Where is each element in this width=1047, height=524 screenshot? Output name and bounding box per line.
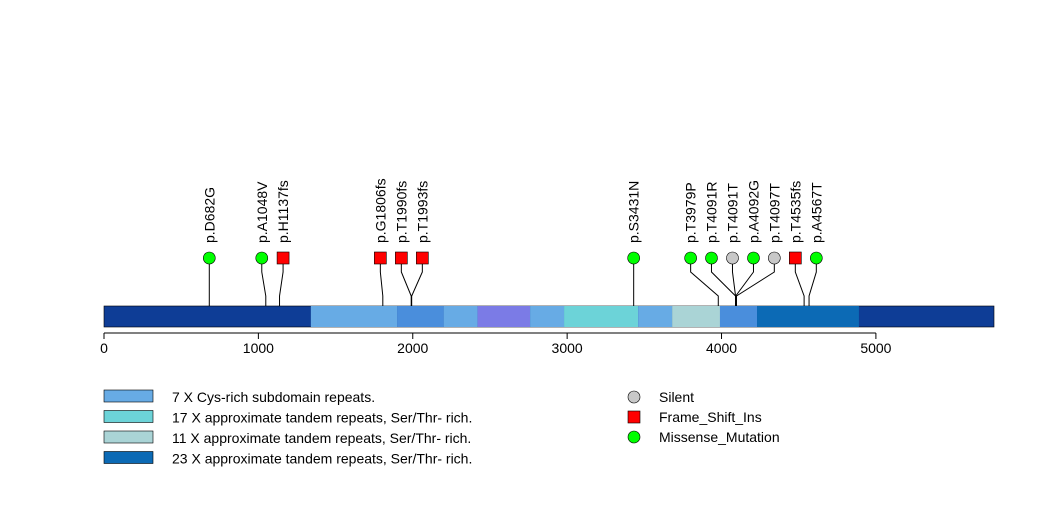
mutation-marker-missense xyxy=(627,251,640,265)
mutation-stem xyxy=(411,258,423,306)
mutation-label: p.S3431N xyxy=(626,181,642,243)
domain-legend-label: 11 X approximate tandem repeats, Ser/Thr… xyxy=(172,430,471,446)
mutation-stem xyxy=(731,258,737,306)
domain-segment xyxy=(564,306,639,327)
domain-segment xyxy=(757,306,859,327)
legend-missense-marker xyxy=(627,430,641,444)
mutation-marker-silent xyxy=(768,251,781,265)
mutation-label: p.T3979P xyxy=(683,182,699,243)
mutation-stem xyxy=(794,258,805,306)
mutation-label: p.T1990fs xyxy=(393,181,409,243)
mutation-marker-missense xyxy=(255,251,269,265)
domain-segment xyxy=(477,306,531,327)
axis-tick-label: 3000 xyxy=(552,340,583,356)
mutation-label: p.H1137fs xyxy=(275,180,291,243)
mutation-stem xyxy=(261,258,267,306)
protein-domains xyxy=(103,305,995,328)
mutation-marker-frameshift xyxy=(374,251,387,265)
domain-segment xyxy=(719,306,758,327)
mutation-label: p.A1048V xyxy=(254,181,270,243)
mutation-marker-silent xyxy=(726,251,739,265)
mutation-label: p.T4091R xyxy=(703,182,719,243)
domain-legend: 7 X Cys-rich subdomain repeats. 17 X appr… xyxy=(103,389,472,467)
domain-segment xyxy=(530,306,565,327)
legend-frameshift-marker xyxy=(627,410,641,424)
mutation-stem xyxy=(690,258,719,306)
mutation-label: p.T4097T xyxy=(766,183,782,243)
domain-segment xyxy=(638,306,673,327)
mutation-type-legend-label: Silent xyxy=(659,389,694,405)
domain-legend-label: 23 X approximate tandem repeats, Ser/Thr… xyxy=(172,451,472,467)
mutation-marker-frameshift xyxy=(789,251,802,265)
mutation-type-legend-label: Missense_Mutation xyxy=(659,429,780,445)
mutation-label: p.G1806fs xyxy=(372,178,388,243)
axis-tick-label: 0 xyxy=(100,340,108,356)
mutation-stem xyxy=(379,258,384,306)
mutation-stem xyxy=(710,258,737,306)
mutation-stem xyxy=(400,258,412,306)
mutation-marker-missense xyxy=(202,251,216,265)
mutation-marker-frameshift xyxy=(395,251,408,265)
mutation-label: p.A4092G xyxy=(745,180,761,243)
domain-segment xyxy=(443,306,478,327)
domain-legend-swatch xyxy=(103,451,154,464)
mutation-stem xyxy=(735,258,775,306)
mutation-label: p.D682G xyxy=(201,187,217,243)
mutation-label: p.T4535fs xyxy=(787,181,803,243)
mutations: p.D682G p.A1048V p.H1137fs p.G1806fs p.T1990… xyxy=(201,178,824,306)
domain-legend-swatch xyxy=(103,389,154,403)
domain-legend-label: 7 X Cys-rich subdomain repeats. xyxy=(172,389,375,405)
x-axis: 0 1000 2000 3000 4000 5000 xyxy=(100,332,892,356)
domain-segment xyxy=(672,306,720,327)
domain-segment xyxy=(397,306,444,327)
legend-silent-marker xyxy=(627,390,641,404)
domain-legend-swatch xyxy=(103,410,154,423)
mutation-label: p.A4567T xyxy=(808,182,824,243)
axis-tick-label: 2000 xyxy=(397,340,428,356)
mutation-label: p.T4091T xyxy=(724,183,740,243)
mutation-marker-missense xyxy=(705,251,718,265)
domain-legend-swatch xyxy=(103,430,154,444)
domain-segment xyxy=(310,306,398,327)
mutation-stem xyxy=(808,258,817,306)
mutation-label: p.T1993fs xyxy=(414,181,430,243)
mutation-marker-missense xyxy=(747,251,760,265)
mutation-marker-frameshift xyxy=(276,251,290,265)
axis-tick-label: 1000 xyxy=(243,340,274,356)
mutation-type-legend-label: Frame_Shift_Ins xyxy=(659,409,762,425)
mutation-type-legend: Silent Frame_Shift_Ins Missense_Mutation xyxy=(627,389,780,445)
mutation-stem xyxy=(279,258,284,306)
mutation-marker-missense xyxy=(684,251,697,265)
domain-legend-label: 17 X approximate tandem repeats, Ser/Thr… xyxy=(172,410,472,426)
mutation-marker-frameshift xyxy=(416,251,429,265)
axis-tick-label: 4000 xyxy=(706,340,737,356)
axis-tick-label: 5000 xyxy=(860,340,891,356)
mutation-marker-missense xyxy=(810,251,823,265)
mutation-stem xyxy=(735,258,754,306)
